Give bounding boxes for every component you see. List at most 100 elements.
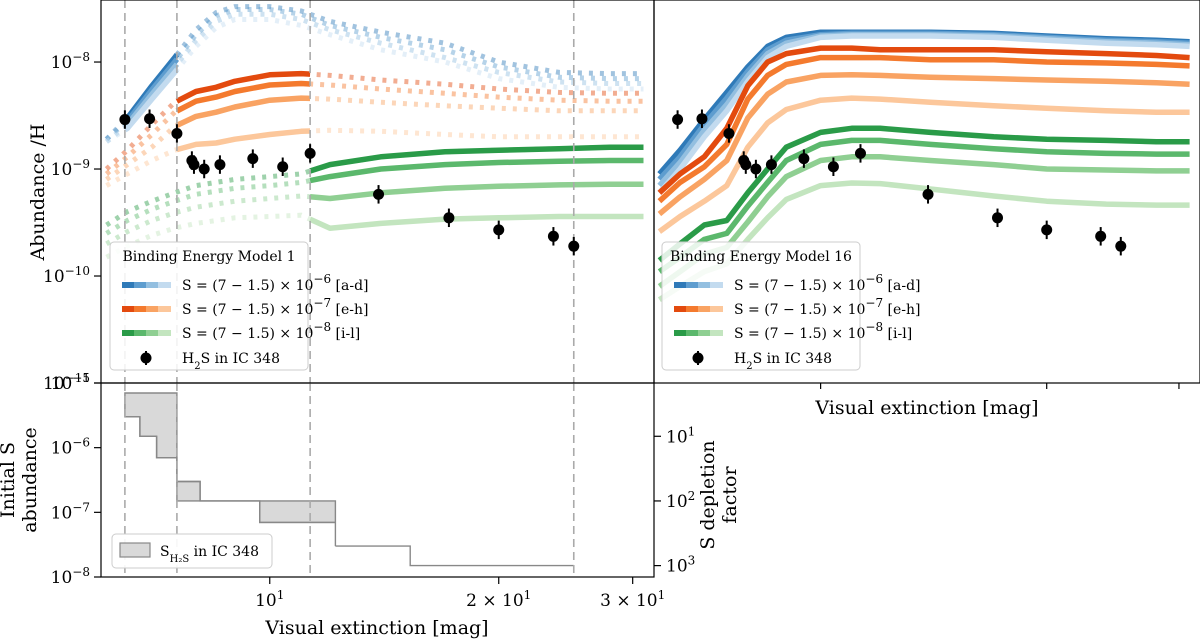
model1-obs-point: [188, 159, 200, 171]
model1-legend-entry-base: S = (7 − 1.5) × 10: [182, 302, 313, 318]
depletion-ytick-label-exp: 2: [688, 489, 696, 503]
model1-observations: [119, 109, 580, 256]
model16-obs-point: [723, 127, 735, 139]
model16-series-d: [657, 33, 1190, 195]
model1-obs-point: [119, 114, 131, 126]
model16-series-e: [657, 45, 1190, 195]
model1-ytick-label: 10−8: [51, 50, 90, 73]
model1-series-f: [175, 80, 311, 114]
initial-s-xtick-label: 3 × 101: [600, 588, 665, 611]
model1-obs-point: [277, 161, 289, 173]
model1-obs-point: [214, 159, 226, 171]
model1-legend-entry-base: S = (7 − 1.5) × 10: [182, 278, 313, 294]
model16-series-i: [657, 125, 1190, 263]
initial-s-legend-rest: in IC 348: [189, 544, 259, 560]
model16-legend-suffix: [a-d]: [883, 278, 920, 294]
initial-s-legend-swatch: [119, 542, 151, 558]
initial-s-ytick-label: 10−8: [51, 565, 90, 588]
model1-series-l: [308, 213, 644, 231]
initial-s-legend-label: SH₂S in IC 348: [160, 544, 259, 565]
initial-s-axes-frame: [100, 382, 655, 578]
initial-s-ytick-label-base: 10: [51, 568, 73, 588]
initial-s-area: [124, 392, 574, 567]
model16-x-ticks: [820, 383, 1180, 389]
model16-series-f: [657, 54, 1190, 204]
initial-s-xtick-label-base: 3 × 10: [600, 591, 658, 611]
initial-s-ytick-label-exp: −8: [72, 565, 90, 579]
model16-obs-point: [765, 159, 777, 171]
model1-ytick-label-base: 10: [51, 53, 73, 73]
model1-obs-point: [247, 153, 259, 165]
model16-obs-point: [696, 113, 708, 125]
model1-legend-title: Binding Energy Model 1: [122, 249, 295, 265]
model1-series-j-dotted: [105, 158, 644, 236]
model16-legend-suffix: [i-l]: [883, 326, 912, 342]
initial-s-xtick-label-exp: 1: [658, 588, 666, 602]
model1-legend-suffix: [i-l]: [331, 326, 360, 342]
model16-legend-entry-exp: −7: [865, 296, 883, 310]
model1-ytick-label-exp: −8: [72, 50, 90, 64]
model1-legend-entry-exp: −7: [313, 296, 331, 310]
depletion-ytick-label-exp: 3: [688, 554, 696, 568]
model16-legend-marker-sub: 2: [746, 361, 752, 372]
initial-s-ylabel-line1: Initial S: [0, 442, 19, 518]
model16-obs-point: [1041, 224, 1053, 236]
model1-obs-point: [568, 240, 580, 252]
initial-s-ytick-label: 10−5: [51, 371, 90, 394]
model16-legend-suffix: [e-h]: [883, 302, 920, 318]
model16-obs-point: [1115, 240, 1127, 252]
initial-s-ytick-label: 10−6: [51, 436, 90, 459]
model1-legend-entry-exp: −8: [313, 320, 331, 334]
model16-legend-title: Binding Energy Model 16: [670, 249, 852, 265]
initial-s-x-ticks: 101 2 × 101 3 × 101: [255, 577, 665, 611]
model16-obs-point: [798, 153, 810, 165]
model1-series-f-dotted: [104, 80, 644, 176]
model1-legend-entry: S = (7 − 1.5) × 10−6 [a-d]: [182, 272, 369, 294]
model1-ytick-label: 10−10: [43, 264, 90, 287]
model1-obs-point: [547, 230, 559, 242]
model1-series-c-dotted: [104, 11, 644, 144]
model16-obs-point: [827, 161, 839, 173]
model1-ytick-label: 10−9: [51, 157, 90, 180]
depletion-ytick-label-base: 10: [666, 427, 688, 447]
initial-s-ytick-label-exp: −5: [72, 371, 90, 385]
initial-s-lower-step: [124, 416, 336, 524]
model1-series-k: [309, 181, 644, 202]
model1-obs-point: [373, 188, 385, 200]
model1-legend-entry-exp: −6: [313, 272, 331, 286]
initial-s-legend-s: S: [160, 544, 170, 560]
model1-legend-entry-base: S = (7 − 1.5) × 10: [182, 326, 313, 342]
initial-s-ytick-label-exp: −7: [72, 500, 90, 514]
model1-legend-marker-rest: S in IC 348: [201, 351, 280, 367]
model1-obs-point: [144, 113, 156, 125]
model16-legend-entry-base: S = (7 − 1.5) × 10: [734, 278, 865, 294]
model1-legend-suffix: [e-h]: [331, 302, 368, 318]
model1-legend-entry: S = (7 − 1.5) × 10−7 [e-h]: [182, 296, 369, 318]
depletion-ytick-label: 101: [666, 424, 695, 447]
model16-obs-point: [854, 147, 866, 159]
depletion-ytick-label: 103: [666, 554, 695, 577]
initial-s-ytick-label-base: 10: [51, 503, 73, 523]
model1-series-i: [309, 144, 644, 174]
model16-legend-entry-base: S = (7 − 1.5) × 10: [734, 302, 865, 318]
model1-ytick-label-base: 10: [51, 160, 73, 180]
model1-series-lines: [104, 4, 644, 260]
model1-obs-point: [198, 163, 210, 175]
initial-s-xtick-label-base: 10: [255, 591, 277, 611]
panel-model16: Visual extinction [mag] Binding Energy M…: [653, 0, 1200, 419]
model1-legend-marker-h: H: [182, 351, 194, 367]
initial-s-ytick-label-base: 10: [51, 439, 73, 459]
model1-legend-box: [109, 241, 309, 371]
model1-ylabel: Abundance /H: [27, 124, 49, 262]
model1-legend-marker-label: H2S in IC 348: [182, 351, 280, 372]
initial-s-ytick-label: 10−7: [51, 500, 90, 523]
initial-s-xtick-label-exp: 1: [524, 588, 532, 602]
model1-series-d: [123, 67, 180, 133]
depletion-ylabel-line2: factor: [719, 466, 741, 524]
model1-ytick-label: 10−11: [43, 371, 90, 394]
model16-series-j: [657, 137, 1190, 274]
model16-legend-entry-base: S = (7 − 1.5) × 10: [734, 326, 865, 342]
